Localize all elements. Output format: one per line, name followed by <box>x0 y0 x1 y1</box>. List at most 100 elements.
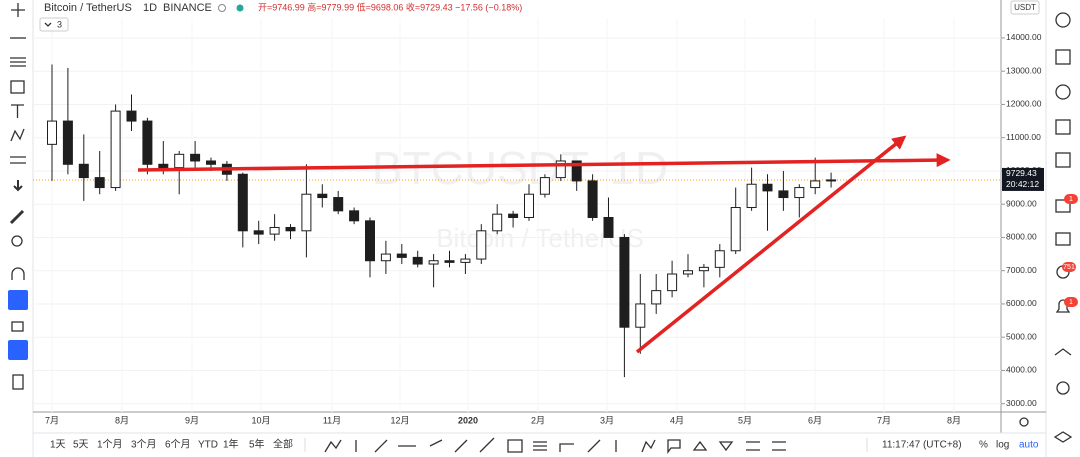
layers-icon[interactable] <box>1053 431 1073 443</box>
candle-body <box>826 179 837 182</box>
crosshair-tool[interactable] <box>11 3 25 17</box>
chat-icon[interactable] <box>1055 199 1071 213</box>
x-tick-label: 10月 <box>251 415 270 425</box>
candle-body <box>349 210 360 222</box>
left-toolbar <box>8 3 28 390</box>
candle-body <box>635 303 646 328</box>
x-tick-label: 6月 <box>808 415 822 425</box>
range-button[interactable]: 6个月 <box>165 439 191 451</box>
clock: 11:17:47 (UTC+8) <box>882 440 962 451</box>
lock-tool[interactable] <box>11 321 24 332</box>
x-tick-label: 9月 <box>185 415 199 425</box>
magnet-tool[interactable] <box>11 267 25 280</box>
currency: USDT <box>1014 3 1036 12</box>
candle-body <box>94 177 105 189</box>
candle-body <box>365 220 375 262</box>
y-tick-label: 6000.00 <box>1006 298 1037 308</box>
measure-tool[interactable] <box>9 209 25 225</box>
text-tool[interactable] <box>11 104 24 118</box>
candle-body <box>762 183 773 192</box>
indicator-count: 3 <box>57 19 62 29</box>
x-tick-label: 11月 <box>323 415 341 425</box>
candle-body <box>714 250 725 268</box>
candle-body <box>237 173 248 232</box>
candle-body <box>269 226 280 235</box>
x-tick-label: 7月 <box>45 415 59 425</box>
calendar-icon[interactable] <box>1055 119 1071 135</box>
y-tick-label: 9000.00 <box>1006 198 1037 208</box>
candle-body <box>810 180 821 189</box>
currency-box[interactable] <box>1010 0 1040 15</box>
y-tick-label: 13000.00 <box>1006 65 1042 75</box>
log-toggle[interactable]: log <box>996 440 1009 451</box>
badge-count: 1 <box>1069 299 1073 306</box>
range-button[interactable]: 5年 <box>249 438 265 451</box>
resistance-line-drawing[interactable] <box>137 153 951 172</box>
chart-icon[interactable] <box>1055 84 1071 100</box>
candle-body <box>47 120 57 145</box>
hide-tool[interactable] <box>8 340 28 360</box>
dom-icon[interactable] <box>1056 381 1070 395</box>
last-price-label: 9729.43 <box>1006 168 1037 178</box>
badges: 1 751 1 <box>1062 194 1078 307</box>
y-tick-label: 11000.00 <box>1006 132 1041 142</box>
x-tick-label: 12月 <box>390 415 409 425</box>
prediction-tool[interactable] <box>10 156 26 164</box>
hotlist-icon[interactable] <box>1054 348 1072 356</box>
candle-body <box>746 183 757 209</box>
candle-body <box>524 193 534 218</box>
auto-toggle[interactable]: auto <box>1019 440 1039 451</box>
x-tick-label: 3月 <box>600 415 614 425</box>
fib-tool[interactable] <box>10 57 26 67</box>
candle-body <box>476 230 487 260</box>
zoom-tool[interactable] <box>11 235 23 247</box>
range-button[interactable]: 3个月 <box>131 439 157 451</box>
delete-tool[interactable] <box>12 374 24 390</box>
range-button[interactable]: 1个月 <box>97 439 123 451</box>
y-tick-label: 14000.00 <box>1006 32 1042 42</box>
candle-body <box>460 258 471 263</box>
bottom-bar: 11:17:47 (UTC+8) % log auto 1天 5天 1个月 3个月 6个… <box>50 417 1039 454</box>
shape-tool[interactable] <box>10 80 25 94</box>
y-tick-label: 3000.00 <box>1006 398 1037 408</box>
y-tick-label: 7000.00 <box>1006 265 1037 275</box>
candle-body <box>492 213 503 232</box>
range-button[interactable]: 1年 <box>223 438 239 451</box>
drawing-mode-tool[interactable] <box>8 290 28 310</box>
ideas-icon[interactable] <box>1055 232 1071 246</box>
interval[interactable]: 1D <box>143 2 157 14</box>
header: Bitcoin / TetherUS 1D BINANCE 开=9746.99 … <box>39 1 522 32</box>
range-button[interactable]: YTD <box>198 440 218 451</box>
pattern-tool[interactable] <box>10 128 25 142</box>
arrow-tool[interactable] <box>13 180 23 192</box>
watchlist-icon[interactable] <box>1055 49 1071 65</box>
candle-body <box>78 163 89 179</box>
trendline-drawing[interactable] <box>635 135 907 354</box>
countdown: 20:42:12 <box>1006 179 1039 189</box>
candle-body <box>317 193 328 199</box>
candle-body <box>333 197 344 212</box>
candle-body <box>380 253 391 262</box>
settings-icon[interactable] <box>1019 417 1029 427</box>
symbol[interactable]: Bitcoin / TetherUS <box>44 2 132 14</box>
live-dot <box>236 4 244 12</box>
range-button[interactable]: 1天 <box>50 440 66 451</box>
badge-bg <box>1064 194 1078 204</box>
percent-toggle[interactable]: % <box>979 440 988 451</box>
candle-body <box>396 253 407 258</box>
drawing-shortcuts[interactable] <box>324 437 786 454</box>
candle-body <box>539 177 550 195</box>
candle-body <box>412 256 423 265</box>
market-status <box>218 4 226 12</box>
range-button[interactable]: 全部 <box>273 438 293 451</box>
news-icon[interactable] <box>1055 152 1071 168</box>
candle-body <box>444 260 455 263</box>
range-button[interactable]: 5天 <box>73 440 89 451</box>
alarm-icon[interactable] <box>1055 12 1071 28</box>
candle-body <box>730 207 741 252</box>
candle-body <box>778 190 789 199</box>
indicator-toggle[interactable] <box>39 17 69 32</box>
candle-body <box>206 160 216 165</box>
